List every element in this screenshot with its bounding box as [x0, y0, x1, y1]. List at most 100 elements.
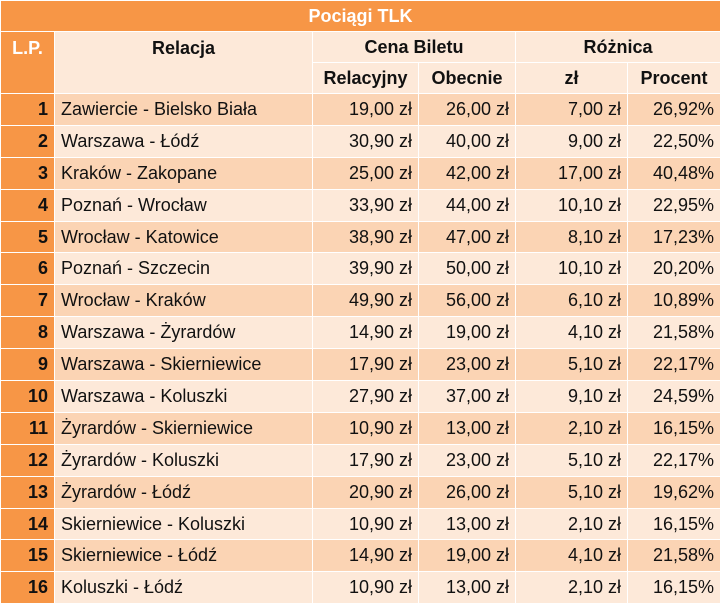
row-lp: 4 [0, 188, 55, 222]
row-diff-percent: 19,62% [626, 475, 720, 509]
row-current-price: 47,00 zł [418, 220, 516, 254]
table-row: 12 Żyrardów - Koluszki 17,90 zł 23,00 zł 5,1… [0, 443, 720, 477]
header-relational: Relacyjny [312, 62, 419, 94]
row-route: Warszawa - Żyrardów [54, 316, 313, 350]
row-diff-zl: 4,10 zł [515, 316, 628, 350]
row-current-price: 23,00 zł [418, 443, 516, 477]
table-row: 5 Wrocław - Katowice 38,90 zł 47,00 zł 8,10 … [0, 220, 720, 254]
row-diff-zl: 2,10 zł [515, 571, 628, 605]
row-route: Zawiercie - Bielsko Biała [54, 93, 313, 126]
row-route: Koluszki - Łódź [54, 571, 313, 605]
row-diff-percent: 16,15% [626, 411, 720, 445]
row-diff-zl: 5,10 zł [515, 348, 628, 382]
row-diff-percent: 40,48% [626, 156, 720, 190]
row-lp: 12 [0, 443, 55, 477]
row-relational-price: 17,90 zł [312, 443, 419, 477]
row-current-price: 13,00 zł [418, 507, 516, 541]
row-relational-price: 33,90 zł [312, 188, 419, 222]
row-relational-price: 49,90 zł [312, 284, 419, 318]
row-diff-zl: 8,10 zł [515, 220, 628, 254]
row-route: Żyrardów - Skierniewice [54, 411, 313, 445]
table-row: 3 Kraków - Zakopane 25,00 zł 42,00 zł 17,00 … [0, 156, 720, 190]
header-price-group: Cena Biletu [312, 31, 516, 63]
row-route: Żyrardów - Koluszki [54, 443, 313, 477]
row-current-price: 40,00 zł [418, 124, 516, 158]
row-diff-percent: 22,50% [626, 124, 720, 158]
row-diff-percent: 22,17% [626, 348, 720, 382]
row-diff-zl: 7,00 zł [515, 93, 628, 126]
row-relational-price: 19,00 zł [312, 93, 419, 126]
row-route: Skierniewice - Łódź [54, 539, 313, 573]
row-current-price: 56,00 zł [418, 284, 516, 318]
row-route: Skierniewice - Koluszki [54, 507, 313, 541]
header-percent: Procent [626, 62, 720, 94]
row-diff-zl: 6,10 zł [515, 284, 628, 318]
row-diff-percent: 24,59% [626, 380, 720, 413]
row-lp: 3 [0, 156, 55, 190]
table-row: 9 Warszawa - Skierniewice 17,90 zł 23,00 zł… [0, 348, 720, 382]
row-diff-zl: 5,10 zł [515, 443, 628, 477]
header-route: Relacja [54, 31, 313, 94]
row-diff-zl: 9,10 zł [515, 380, 628, 413]
row-route: Warszawa - Łódź [54, 124, 313, 158]
row-diff-percent: 21,58% [626, 539, 720, 573]
row-diff-zl: 10,10 zł [515, 252, 628, 286]
table-row: 1 Zawiercie - Bielsko Biała 19,00 zł 26,00 … [0, 93, 720, 126]
row-route: Wrocław - Kraków [54, 284, 313, 318]
row-lp: 6 [0, 252, 55, 286]
row-route: Poznań - Wrocław [54, 188, 313, 222]
row-relational-price: 10,90 zł [312, 411, 419, 445]
row-current-price: 19,00 zł [418, 539, 516, 573]
row-relational-price: 14,90 zł [312, 316, 419, 350]
row-lp: 7 [0, 284, 55, 318]
row-current-price: 26,00 zł [418, 475, 516, 509]
header-diff-zl: zł [515, 62, 628, 94]
header-lp: L.P. [0, 31, 55, 94]
table-row: 16 Koluszki - Łódź 10,90 zł 13,00 zł 2,10 zł… [0, 571, 720, 605]
row-diff-percent: 21,58% [626, 316, 720, 350]
row-diff-percent: 26,92% [626, 93, 720, 126]
row-current-price: 42,00 zł [418, 156, 516, 190]
row-lp: 1 [0, 93, 55, 126]
row-diff-zl: 10,10 zł [515, 188, 628, 222]
row-route: Warszawa - Koluszki [54, 380, 313, 413]
row-route: Poznań - Szczecin [54, 252, 313, 286]
row-diff-zl: 4,10 zł [515, 539, 628, 573]
header-current: Obecnie [418, 62, 516, 94]
row-diff-percent: 17,23% [626, 220, 720, 254]
row-current-price: 26,00 zł [418, 93, 516, 126]
row-relational-price: 27,90 zł [312, 380, 419, 413]
row-current-price: 37,00 zł [418, 380, 516, 413]
row-relational-price: 30,90 zł [312, 124, 419, 158]
row-current-price: 13,00 zł [418, 411, 516, 445]
row-route: Żyrardów - Łódź [54, 475, 313, 509]
table-row: 15 Skierniewice - Łódź 14,90 zł 19,00 zł 4,1… [0, 539, 720, 573]
table-row: 11 Żyrardów - Skierniewice 10,90 zł 13,00 z… [0, 411, 720, 445]
row-lp: 5 [0, 220, 55, 254]
row-diff-zl: 2,10 zł [515, 411, 628, 445]
row-route: Wrocław - Katowice [54, 220, 313, 254]
row-diff-percent: 10,89% [626, 284, 720, 318]
row-current-price: 19,00 zł [418, 316, 516, 350]
row-diff-percent: 22,95% [626, 188, 720, 222]
row-current-price: 23,00 zł [418, 348, 516, 382]
row-diff-percent: 20,20% [626, 252, 720, 286]
row-lp: 16 [0, 571, 55, 605]
row-diff-zl: 9,00 zł [515, 124, 628, 158]
table-row: 7 Wrocław - Kraków 49,90 zł 56,00 zł 6,10 zł… [0, 284, 720, 318]
row-diff-zl: 17,00 zł [515, 156, 628, 190]
row-relational-price: 10,90 zł [312, 571, 419, 605]
table-row: 13 Żyrardów - Łódź 20,90 zł 26,00 zł 5,10 zł… [0, 475, 720, 509]
row-current-price: 44,00 zł [418, 188, 516, 222]
table-row: 6 Poznań - Szczecin 39,90 zł 50,00 zł 10,10 … [0, 252, 720, 286]
row-diff-percent: 16,15% [626, 507, 720, 541]
row-relational-price: 17,90 zł [312, 348, 419, 382]
row-relational-price: 14,90 zł [312, 539, 419, 573]
row-current-price: 50,00 zł [418, 252, 516, 286]
row-diff-zl: 2,10 zł [515, 507, 628, 541]
row-relational-price: 10,90 zł [312, 507, 419, 541]
row-lp: 2 [0, 124, 55, 158]
row-relational-price: 25,00 zł [312, 156, 419, 190]
